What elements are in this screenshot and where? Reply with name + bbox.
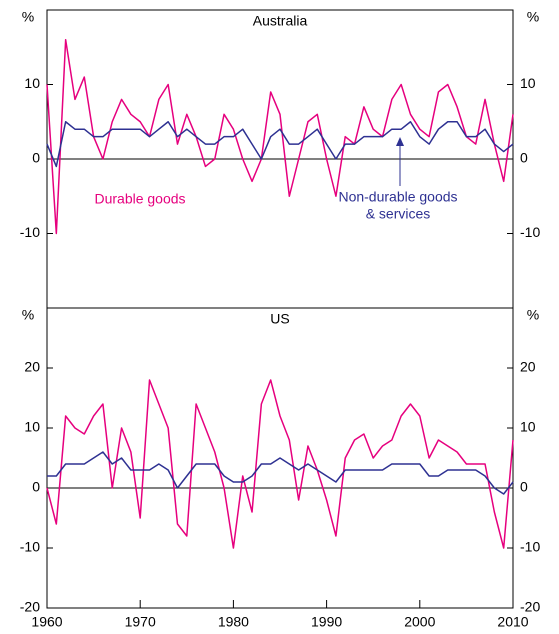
y-tick-label-right: 0	[520, 479, 528, 495]
y-tick-label: -10	[20, 224, 40, 240]
series-line	[46, 379, 514, 549]
y-tick-label: 10	[24, 419, 40, 435]
y-unit-right: %	[527, 307, 539, 323]
series-line	[46, 39, 514, 235]
y-tick-label-right: -10	[520, 224, 540, 240]
y-tick-label: -10	[20, 539, 40, 555]
y-unit: %	[22, 9, 34, 25]
x-tick-label: 2010	[497, 614, 528, 630]
x-tick-label: 2000	[404, 614, 435, 630]
annotation-arrowhead	[396, 137, 404, 146]
annotation: Durable goods	[94, 191, 185, 207]
series-line	[47, 451, 514, 495]
y-tick-label-right: -20	[520, 599, 540, 615]
y-tick-label-right: -10	[520, 539, 540, 555]
y-unit: %	[22, 307, 34, 323]
y-tick-label: -20	[20, 599, 40, 615]
x-tick-label: 1990	[311, 614, 342, 630]
panel-title: Australia	[253, 13, 308, 29]
series-line	[46, 121, 514, 168]
y-tick-label: 0	[32, 150, 40, 166]
y-tick-label-right: 0	[520, 150, 528, 166]
annotation: Non-durable goods	[338, 189, 457, 205]
y-tick-label: 20	[24, 359, 40, 375]
panel-title: US	[270, 311, 289, 327]
y-tick-label: 10	[24, 75, 40, 91]
x-tick-label: 1970	[125, 614, 156, 630]
y-tick-label-right: 20	[520, 359, 536, 375]
y-tick-label-right: 10	[520, 75, 536, 91]
x-tick-label: 1960	[31, 614, 62, 630]
frame	[46, 9, 514, 609]
y-tick-label: 0	[32, 479, 40, 495]
y-tick-label-right: 10	[520, 419, 536, 435]
annotation: & services	[366, 206, 431, 222]
y-unit-right: %	[527, 9, 539, 25]
x-tick-label: 1980	[218, 614, 249, 630]
